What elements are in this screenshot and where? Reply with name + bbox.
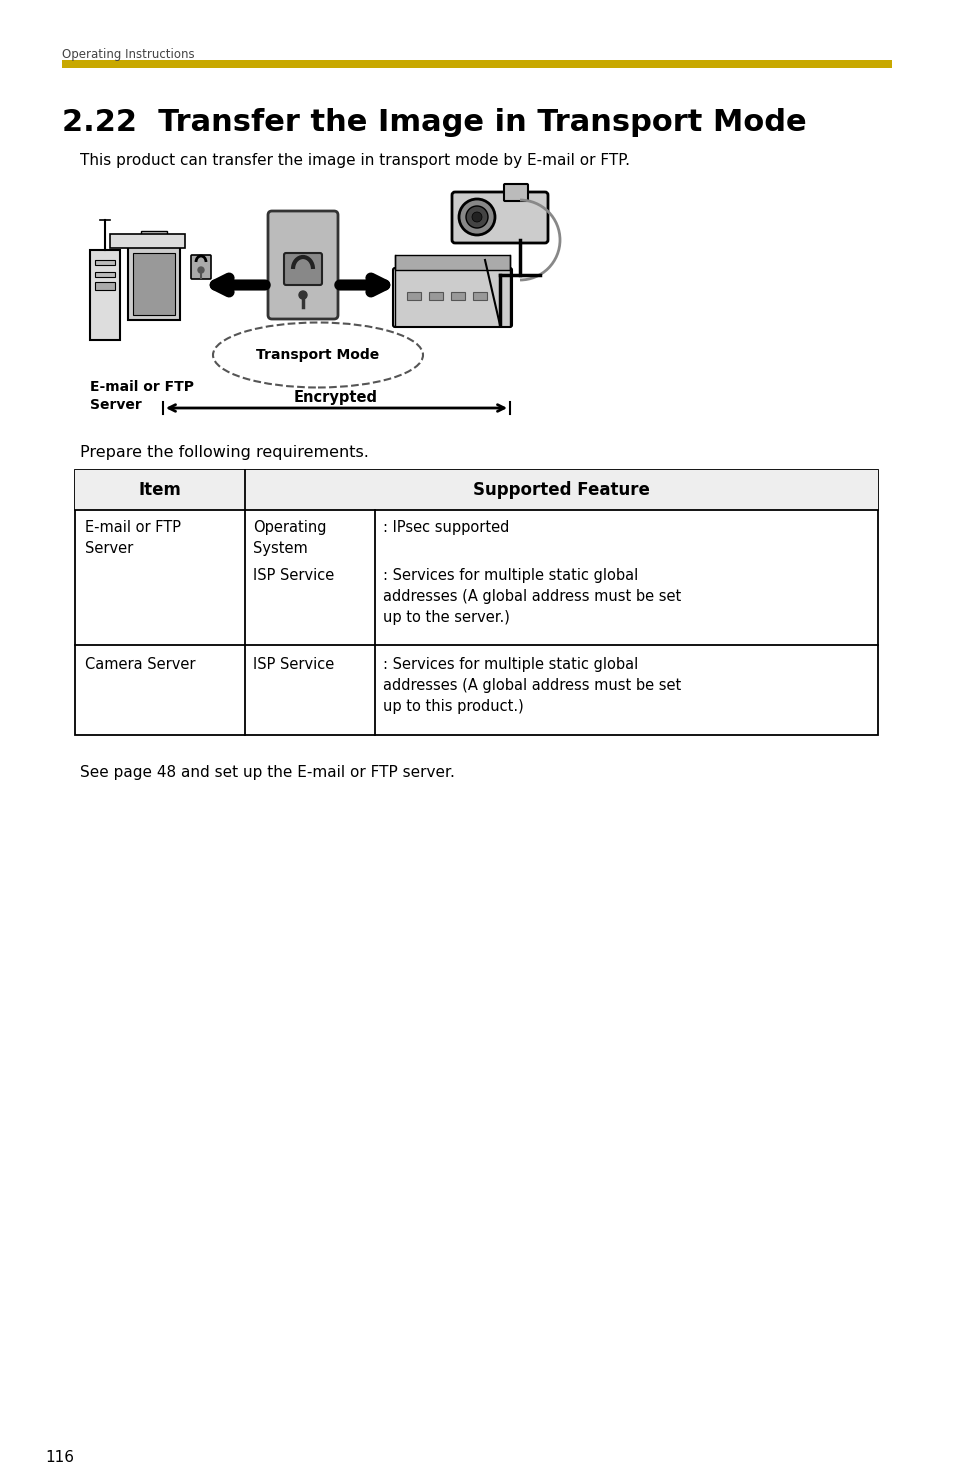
Bar	[407, 292, 420, 299]
Circle shape	[458, 199, 495, 235]
Text: 2.22  Transfer the Image in Transport Mode: 2.22 Transfer the Image in Transport Mod…	[62, 108, 806, 137]
Bar	[95, 271, 115, 277]
FancyBboxPatch shape	[452, 192, 547, 243]
FancyBboxPatch shape	[268, 211, 337, 319]
Text: Item: Item	[138, 481, 181, 499]
Text: Transport Mode: Transport Mode	[256, 348, 379, 361]
Bar	[95, 282, 115, 291]
FancyBboxPatch shape	[284, 254, 322, 285]
Bar	[62, 60, 891, 68]
FancyBboxPatch shape	[503, 184, 527, 201]
Bar	[451, 292, 464, 299]
Text: E-mail or FTP
Server: E-mail or FTP Server	[90, 381, 193, 413]
Text: Prepare the following requirements.: Prepare the following requirements.	[80, 445, 369, 460]
Text: Supported Feature: Supported Feature	[473, 481, 649, 499]
Bar	[150, 235, 158, 246]
Text: This product can transfer the image in transport mode by E-mail or FTP.: This product can transfer the image in t…	[80, 153, 629, 168]
Text: Camera Server: Camera Server	[85, 656, 195, 673]
Bar	[132, 254, 174, 316]
Bar	[75, 471, 877, 735]
Bar	[141, 232, 167, 236]
Text: Encrypted: Encrypted	[294, 389, 377, 406]
Text: E-mail or FTP
Server: E-mail or FTP Server	[85, 521, 181, 556]
Bar	[90, 249, 120, 341]
Ellipse shape	[213, 323, 422, 388]
Text: Operating Instructions: Operating Instructions	[62, 49, 194, 60]
Circle shape	[472, 212, 481, 223]
Bar	[473, 292, 486, 299]
Text: : IPsec supported: : IPsec supported	[382, 521, 509, 535]
Bar	[110, 235, 185, 248]
Bar	[128, 245, 180, 320]
Bar	[429, 292, 442, 299]
Text: ISP Service: ISP Service	[253, 656, 334, 673]
Circle shape	[198, 267, 204, 273]
Polygon shape	[395, 255, 510, 270]
Text: 116: 116	[45, 1450, 74, 1465]
FancyBboxPatch shape	[393, 268, 512, 327]
Bar	[75, 471, 877, 510]
Text: ISP Service: ISP Service	[253, 568, 334, 583]
Circle shape	[298, 291, 307, 299]
FancyBboxPatch shape	[191, 255, 211, 279]
Text: Operating
System: Operating System	[253, 521, 326, 556]
Circle shape	[465, 207, 488, 229]
Text: : Services for multiple static global
addresses (A global address must be set
up: : Services for multiple static global ad…	[382, 656, 680, 714]
Text: See page 48 and set up the E-mail or FTP server.: See page 48 and set up the E-mail or FTP…	[80, 766, 455, 780]
Bar	[95, 260, 115, 266]
Text: : Services for multiple static global
addresses (A global address must be set
up: : Services for multiple static global ad…	[382, 568, 680, 625]
